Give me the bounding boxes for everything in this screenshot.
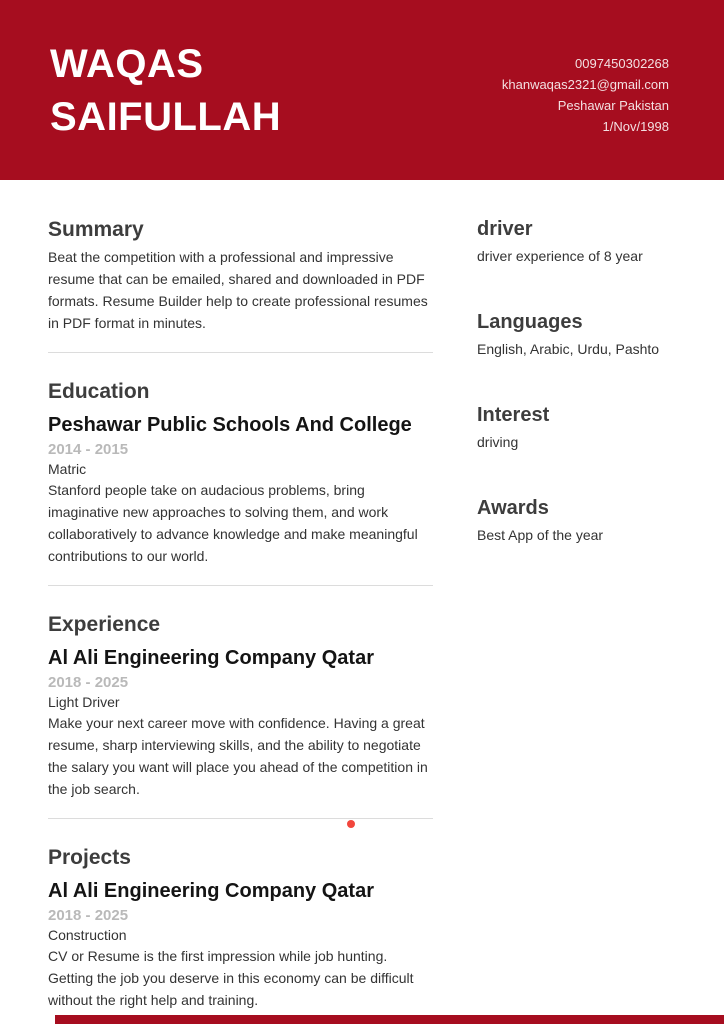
education-entry: Peshawar Public Schools And College 2014… [48, 413, 433, 567]
section-awards: Awards Best App of the year [477, 497, 670, 544]
summary-text: Beat the competition with a professional… [48, 249, 428, 331]
section-education: Education Peshawar Public Schools And Co… [48, 380, 433, 567]
experience-entry-role: Light Driver [48, 694, 120, 710]
section-divider [48, 585, 433, 586]
experience-entry-period: 2018 - 2025 [48, 674, 129, 691]
contact-email: khanwaqas2321@gmail.com [501, 77, 669, 92]
contact-info: 0097450302268 khanwaqas2321@gmail.com Pe… [502, 0, 669, 180]
awards-text: Best App of the year [477, 527, 604, 543]
contact-birthdate: 1/Nov/1998 [602, 119, 670, 134]
education-entry-period: 2014 - 2015 [48, 441, 129, 458]
resume-header: WAQAS SAIFULLAH 0097450302268 khanwaqas2… [0, 0, 724, 180]
project-entry-type: Construction [48, 927, 127, 943]
candidate-name: WAQAS SAIFULLAH [50, 0, 281, 180]
section-experience: Experience Al Ali Engineering Company Qa… [48, 613, 433, 800]
project-entry-description: CV or Resume is the first impression whi… [48, 948, 414, 1008]
section-interest: Interest driving [477, 404, 670, 451]
section-summary: Summary Beat the competition with a prof… [48, 218, 433, 334]
next-page-band-strip [55, 1015, 724, 1024]
experience-entry-description: Make your next career move with confiden… [48, 715, 428, 797]
experience-entry: Al Ali Engineering Company Qatar 2018 - … [48, 646, 433, 800]
project-entry-title: Al Ali Engineering Company Qatar [48, 880, 374, 902]
section-languages: Languages English, Arabic, Urdu, Pashto [477, 311, 670, 358]
section-divider [48, 352, 433, 353]
driver-heading: driver [477, 218, 533, 240]
contact-phone: 0097450302268 [575, 56, 669, 71]
driver-text: driver experience of 8 year [477, 248, 643, 264]
project-entry-period: 2018 - 2025 [48, 907, 129, 924]
interest-heading: Interest [477, 404, 550, 426]
side-column: driver driver experience of 8 year Langu… [433, 218, 670, 1011]
education-entry-title: Peshawar Public Schools And College [48, 414, 412, 436]
summary-heading: Summary [48, 218, 144, 241]
section-driver: driver driver experience of 8 year [477, 218, 670, 265]
languages-heading: Languages [477, 311, 583, 333]
experience-heading: Experience [48, 613, 161, 636]
interest-text: driving [477, 434, 519, 450]
experience-entry-title: Al Ali Engineering Company Qatar [48, 647, 374, 669]
awards-heading: Awards [477, 497, 549, 519]
languages-text: English, Arabic, Urdu, Pashto [477, 341, 660, 357]
education-entry-description: Stanford people take on audacious proble… [48, 482, 418, 564]
project-entry: Al Ali Engineering Company Qatar 2018 - … [48, 879, 433, 1011]
resume-body: Summary Beat the competition with a prof… [0, 180, 724, 1011]
section-projects: Projects Al Ali Engineering Company Qata… [48, 846, 433, 1011]
section-divider [48, 818, 433, 828]
main-column: Summary Beat the competition with a prof… [48, 218, 433, 1011]
education-entry-degree: Matric [48, 461, 87, 477]
projects-heading: Projects [48, 846, 131, 869]
red-dot-icon [347, 820, 355, 828]
candidate-name-line-1: WAQAS [50, 42, 204, 86]
candidate-name-line-2: SAIFULLAH [50, 95, 282, 139]
contact-location: Peshawar Pakistan [557, 98, 669, 113]
education-heading: Education [48, 380, 150, 403]
